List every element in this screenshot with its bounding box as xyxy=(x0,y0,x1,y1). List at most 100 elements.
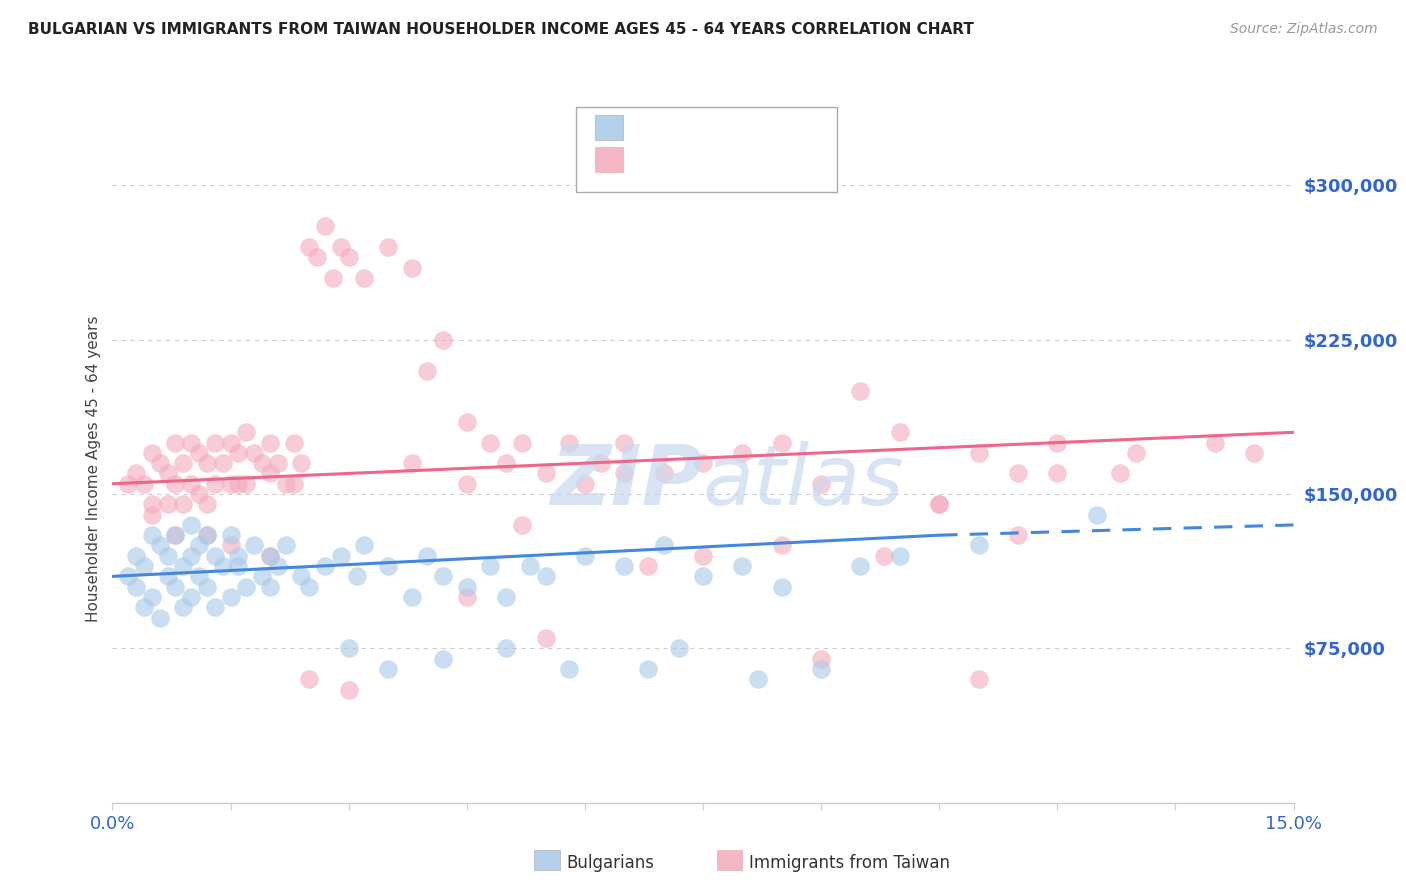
Point xyxy=(456,590,478,604)
Point xyxy=(928,497,950,511)
Point xyxy=(149,539,172,553)
Point xyxy=(337,250,360,264)
Point xyxy=(156,549,179,563)
Point xyxy=(432,333,454,347)
Point xyxy=(432,651,454,665)
Point xyxy=(195,528,218,542)
Point xyxy=(259,467,281,481)
Point xyxy=(652,467,675,481)
Point xyxy=(259,549,281,563)
Point xyxy=(873,549,896,563)
Point xyxy=(889,425,911,440)
Point xyxy=(243,539,266,553)
Point xyxy=(1007,528,1029,542)
Point xyxy=(967,673,990,687)
Point xyxy=(219,590,242,604)
Point xyxy=(141,528,163,542)
Point xyxy=(250,456,273,470)
Point xyxy=(731,559,754,574)
Point xyxy=(377,662,399,676)
Point xyxy=(180,476,202,491)
Point xyxy=(117,476,139,491)
Point xyxy=(132,600,155,615)
Point xyxy=(810,651,832,665)
Point xyxy=(519,559,541,574)
Point xyxy=(149,456,172,470)
Point xyxy=(432,569,454,583)
Point xyxy=(329,240,352,254)
Point xyxy=(250,569,273,583)
Point xyxy=(353,539,375,553)
Point xyxy=(353,271,375,285)
Point xyxy=(125,580,148,594)
Point xyxy=(141,590,163,604)
Point xyxy=(692,569,714,583)
Point xyxy=(235,580,257,594)
Point xyxy=(1085,508,1108,522)
Point xyxy=(141,508,163,522)
Point xyxy=(180,590,202,604)
Point xyxy=(770,580,793,594)
Point xyxy=(195,528,218,542)
Point xyxy=(267,456,290,470)
Text: atlas: atlas xyxy=(703,442,904,522)
Text: R = 0.044  N = 70: R = 0.044 N = 70 xyxy=(630,124,782,142)
Point xyxy=(928,497,950,511)
Point xyxy=(188,539,211,553)
Point xyxy=(307,250,329,264)
Point xyxy=(810,662,832,676)
Point xyxy=(204,435,226,450)
Point xyxy=(574,476,596,491)
Text: R =  0.105  N = 94: R = 0.105 N = 94 xyxy=(630,156,787,174)
Point xyxy=(1125,446,1147,460)
Point xyxy=(259,435,281,450)
Point xyxy=(1109,467,1132,481)
Point xyxy=(1046,467,1069,481)
Point xyxy=(125,549,148,563)
Point xyxy=(770,539,793,553)
Text: Bulgarians: Bulgarians xyxy=(567,854,655,871)
Point xyxy=(770,435,793,450)
Point xyxy=(314,559,336,574)
Point xyxy=(747,673,769,687)
Point xyxy=(172,559,194,574)
Point xyxy=(235,425,257,440)
Point xyxy=(267,559,290,574)
Point xyxy=(810,476,832,491)
Point xyxy=(1007,467,1029,481)
Point xyxy=(228,476,250,491)
Point xyxy=(510,517,533,532)
Point xyxy=(1046,435,1069,450)
Point xyxy=(479,435,502,450)
Point xyxy=(259,580,281,594)
Point xyxy=(377,240,399,254)
Point xyxy=(188,487,211,501)
Point xyxy=(290,569,312,583)
Point xyxy=(1204,435,1226,450)
Point xyxy=(322,271,344,285)
Point xyxy=(298,580,321,594)
Point xyxy=(637,559,659,574)
Point xyxy=(132,559,155,574)
Point xyxy=(456,415,478,429)
Point xyxy=(219,528,242,542)
Point xyxy=(274,476,297,491)
Point xyxy=(172,600,194,615)
Point xyxy=(510,435,533,450)
Point xyxy=(243,446,266,460)
Point xyxy=(346,569,368,583)
Point xyxy=(235,476,257,491)
Point xyxy=(195,456,218,470)
Y-axis label: Householder Income Ages 45 - 64 years: Householder Income Ages 45 - 64 years xyxy=(86,315,101,622)
Point xyxy=(495,641,517,656)
Text: ZIP: ZIP xyxy=(550,442,703,522)
Point xyxy=(195,497,218,511)
Point xyxy=(967,539,990,553)
Point xyxy=(558,435,581,450)
Point xyxy=(219,539,242,553)
Point xyxy=(228,549,250,563)
Text: BULGARIAN VS IMMIGRANTS FROM TAIWAN HOUSEHOLDER INCOME AGES 45 - 64 YEARS CORREL: BULGARIAN VS IMMIGRANTS FROM TAIWAN HOUS… xyxy=(28,22,974,37)
Point xyxy=(495,456,517,470)
Point xyxy=(165,435,187,450)
Point xyxy=(692,549,714,563)
